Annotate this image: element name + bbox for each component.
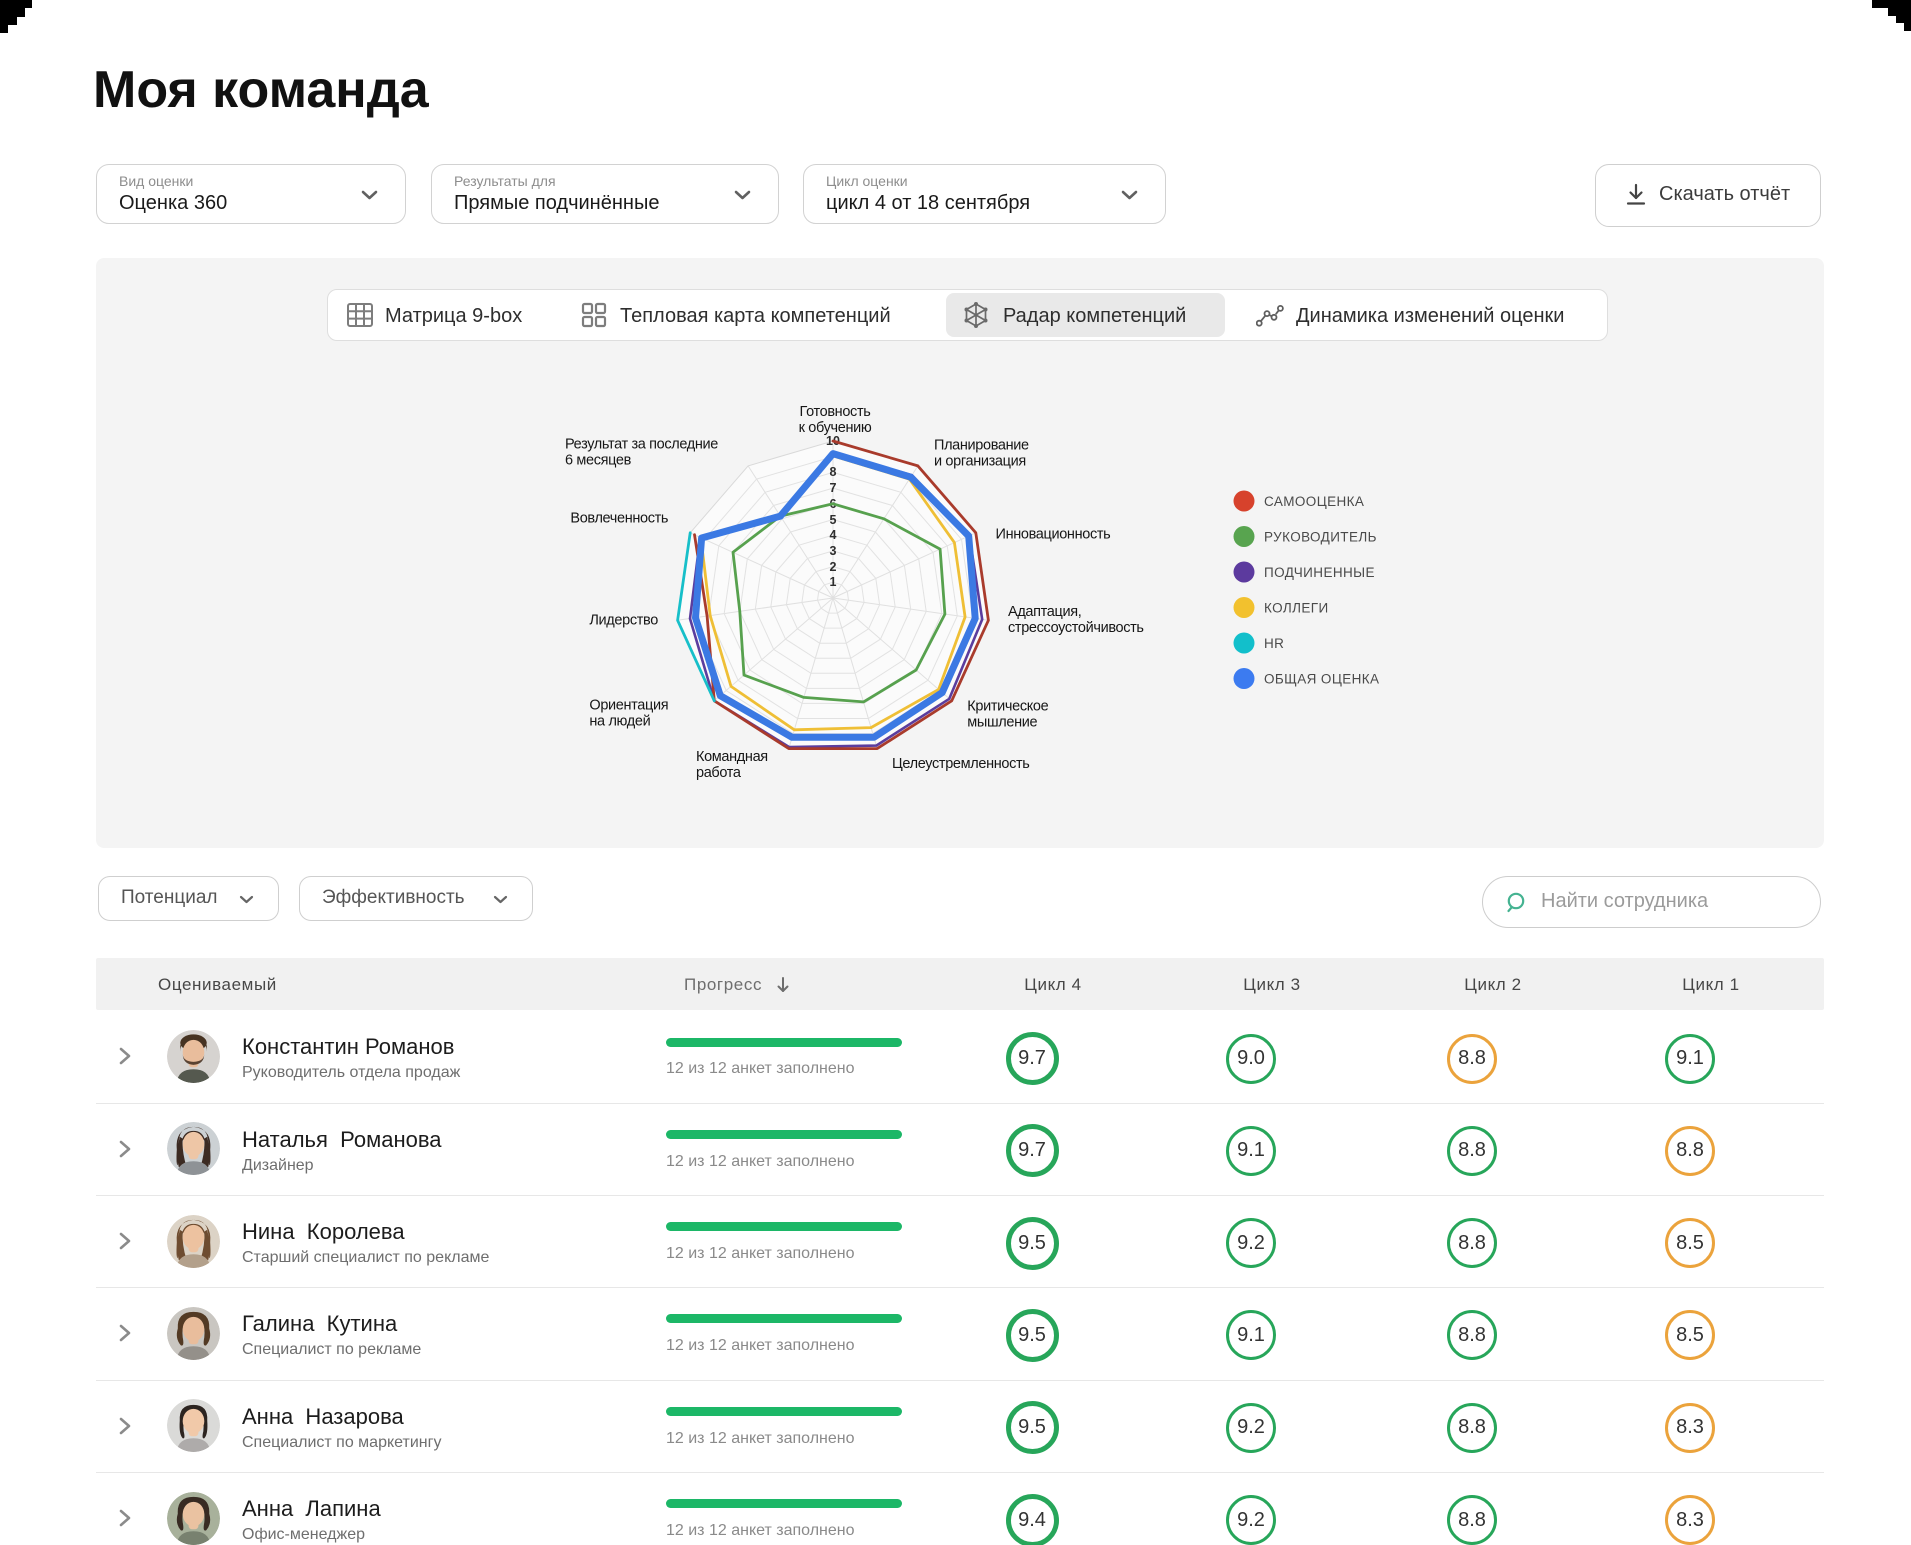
- svg-text:5: 5: [830, 513, 837, 527]
- svg-text:Ориентация: Ориентация: [589, 698, 668, 714]
- svg-text:Командная: Командная: [696, 749, 768, 765]
- svg-text:1: 1: [830, 575, 837, 589]
- svg-text:работа: работа: [696, 765, 742, 781]
- svg-text:и организация: и организация: [934, 454, 1026, 470]
- svg-text:6 месяцев: 6 месяцев: [565, 453, 632, 469]
- svg-text:Критическое: Критическое: [967, 698, 1048, 714]
- svg-text:8: 8: [830, 465, 837, 479]
- svg-text:КОЛЛЕГИ: КОЛЛЕГИ: [1264, 600, 1329, 615]
- svg-text:Целеустремленность: Целеустремленность: [892, 756, 1030, 772]
- svg-text:2: 2: [830, 560, 837, 574]
- svg-text:на людей: на людей: [589, 714, 650, 730]
- svg-text:стрессоустойчивость: стрессоустойчивость: [1008, 620, 1144, 636]
- svg-text:Готовность: Готовность: [800, 404, 871, 420]
- svg-text:мышление: мышление: [967, 714, 1037, 730]
- svg-text:3: 3: [830, 544, 837, 558]
- svg-text:ПОДЧИНЕННЫЕ: ПОДЧИНЕННЫЕ: [1264, 565, 1375, 580]
- svg-text:к обучению: к обучению: [799, 420, 872, 436]
- svg-text:РУКОВОДИТЕЛЬ: РУКОВОДИТЕЛЬ: [1264, 529, 1377, 544]
- svg-text:Лидерство: Лидерство: [589, 612, 658, 628]
- svg-text:Инновационность: Инновационность: [996, 526, 1111, 542]
- svg-text:Планирование: Планирование: [934, 438, 1029, 454]
- svg-text:4: 4: [830, 528, 837, 542]
- svg-text:ОБЩАЯ ОЦЕНКА: ОБЩАЯ ОЦЕНКА: [1264, 671, 1379, 686]
- svg-text:Вовлеченность: Вовлеченность: [570, 511, 668, 527]
- svg-text:HR: HR: [1264, 636, 1284, 651]
- svg-text:7: 7: [830, 481, 837, 495]
- svg-text:Адаптация,: Адаптация,: [1008, 604, 1081, 620]
- svg-text:САМООЦЕНКА: САМООЦЕНКА: [1264, 494, 1364, 509]
- svg-text:Результат за последние: Результат за последние: [565, 437, 718, 453]
